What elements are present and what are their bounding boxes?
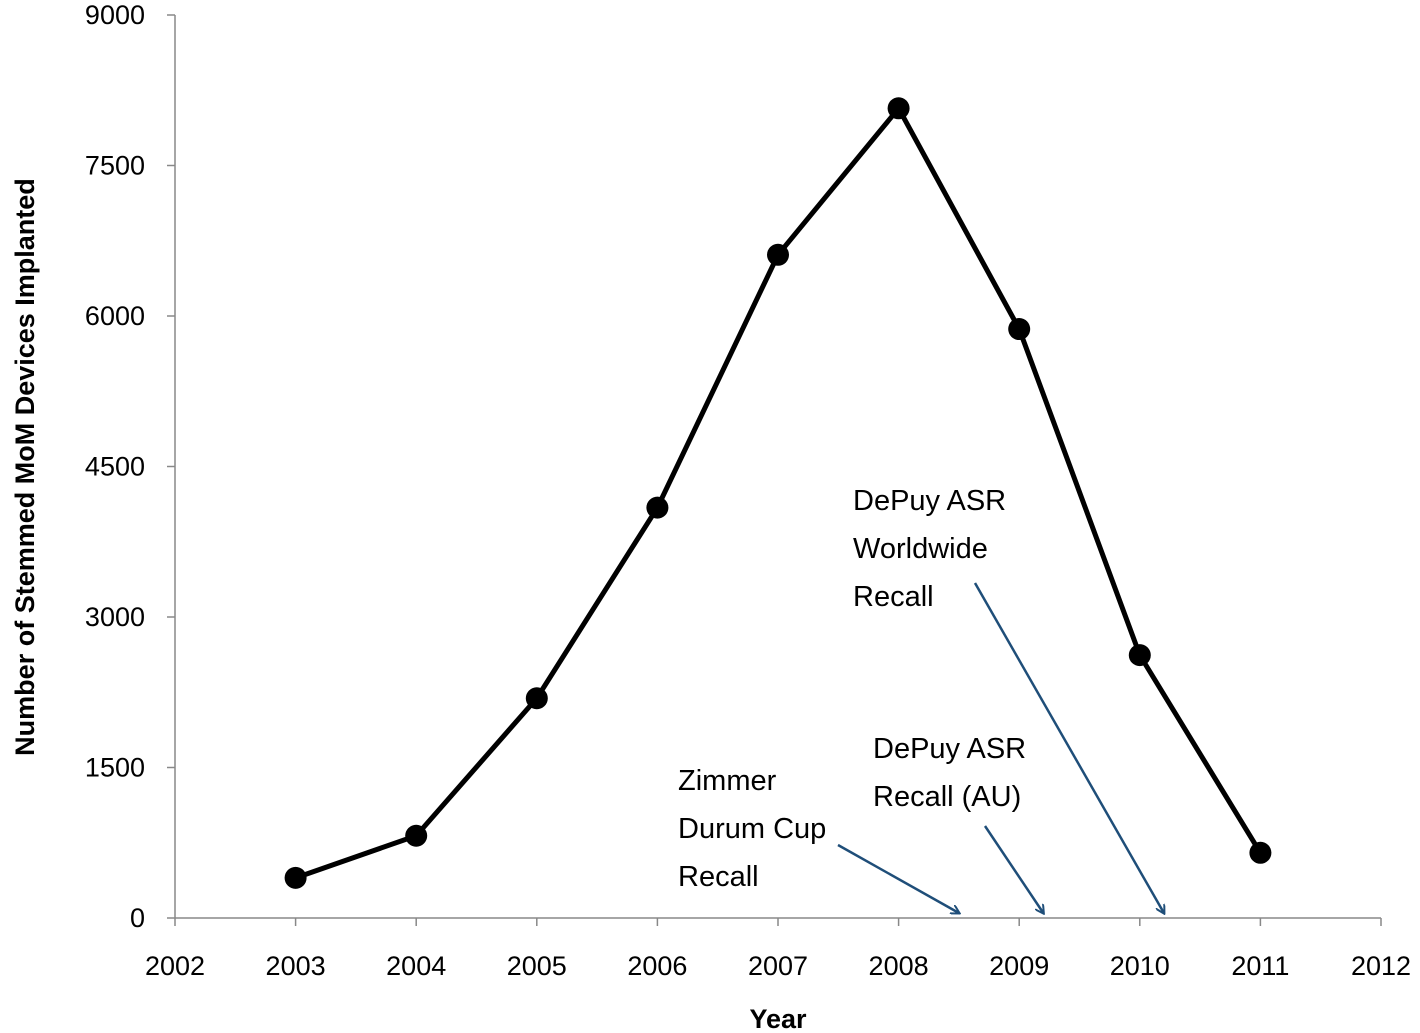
data-point <box>525 687 548 710</box>
x-tick-label: 2008 <box>869 951 929 981</box>
annotation-text: Recall (AU) <box>873 781 1021 813</box>
series-line <box>294 105 1263 881</box>
annotation-text: Durum Cup <box>678 813 826 845</box>
annotation-text: Worldwide <box>853 533 988 565</box>
data-point <box>1128 644 1151 667</box>
x-tick-label: 2011 <box>1231 951 1289 981</box>
data-point <box>284 866 307 889</box>
y-tick-label: 9000 <box>85 0 145 30</box>
x-tick-label: 2010 <box>1110 951 1170 981</box>
x-tick-label: 2004 <box>386 951 446 981</box>
y-tick-label: 6000 <box>85 301 145 331</box>
data-point <box>767 243 789 266</box>
annotation-arrow <box>983 825 1043 913</box>
x-tick-label: 2009 <box>989 951 1049 981</box>
data-point <box>646 496 669 519</box>
data-point <box>1249 841 1272 864</box>
y-axis-label: Number of Stemmed MoM Devices Implanted <box>10 178 40 756</box>
annotation-arrow <box>837 843 959 913</box>
data-point <box>405 824 428 847</box>
y-tick-label: 7500 <box>85 151 145 181</box>
y-tick-label: 3000 <box>85 602 145 632</box>
x-tick-label: 2005 <box>507 951 567 981</box>
x-tick-label: 2003 <box>266 951 326 981</box>
annotation-arrow <box>973 582 1164 913</box>
data-point <box>1008 318 1031 341</box>
x-axis-label: Year <box>749 1004 807 1033</box>
x-tick-label: 2006 <box>627 951 687 981</box>
annotation-text: Zimmer <box>678 765 777 797</box>
x-tick-label: 2007 <box>748 951 808 981</box>
annotation-text: DePuy ASR <box>873 733 1026 765</box>
y-tick-label: 1500 <box>85 753 145 783</box>
x-tick-label: 2002 <box>145 951 205 981</box>
y-tick-label: 4500 <box>85 452 145 482</box>
y-tick-label: 0 <box>130 903 145 933</box>
annotation-text: Recall <box>678 861 759 893</box>
x-tick-label: 2012 <box>1351 951 1411 981</box>
annotation-text: Recall <box>853 581 934 613</box>
data-point <box>887 97 910 120</box>
annotation-text: DePuy ASR <box>853 485 1006 517</box>
